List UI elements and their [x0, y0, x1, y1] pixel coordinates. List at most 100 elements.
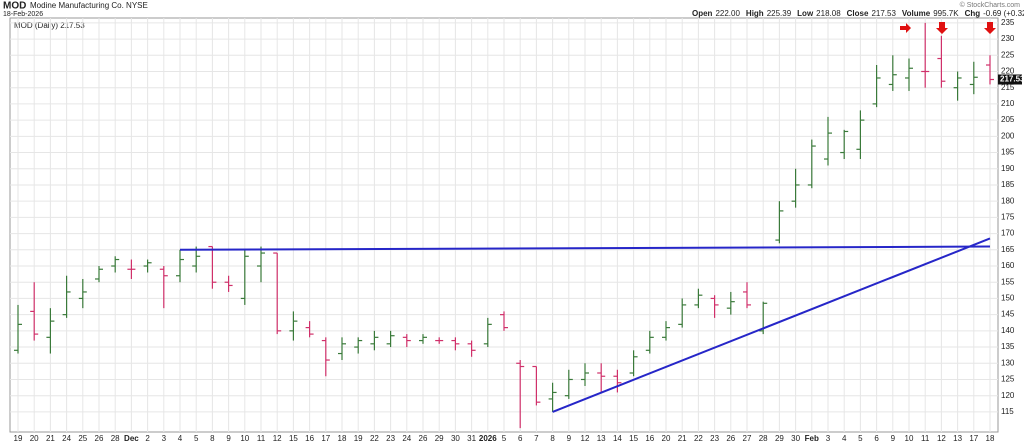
x-tick-label: 8: [210, 434, 215, 443]
y-tick-label: 200: [1001, 131, 1015, 140]
y-tick-label: 175: [1001, 212, 1015, 221]
y-tick-label: 170: [1001, 229, 1015, 238]
company-name: Modine Manufacturing Co. NYSE: [30, 1, 148, 10]
stat-label: Low: [797, 9, 814, 18]
y-tick-label: 160: [1001, 261, 1015, 270]
stat-value: 222.00: [715, 9, 740, 18]
x-tick-label: 17: [969, 434, 978, 443]
y-tick-label: 130: [1001, 358, 1015, 367]
y-tick-label: 210: [1001, 99, 1015, 108]
x-tick-label: 13: [953, 434, 962, 443]
arrow-annotation: [900, 23, 911, 33]
x-tick-label: 4: [178, 434, 183, 443]
x-tick-label: 6: [874, 434, 879, 443]
y-tick-label: 215: [1001, 83, 1015, 92]
symbol: MOD: [3, 1, 26, 12]
x-tick-label: 15: [629, 434, 638, 443]
x-tick-label: 19: [14, 434, 23, 443]
x-tick-label: 11: [257, 434, 266, 443]
x-tick-label: 26: [726, 434, 735, 443]
x-tick-label: 20: [30, 434, 39, 443]
stat-label: Chg: [965, 9, 981, 18]
x-tick-label: 10: [905, 434, 914, 443]
x-tick-label: 10: [240, 434, 249, 443]
y-tick-label: 225: [1001, 50, 1015, 59]
legend: MOD (Daily) 217.53: [14, 21, 85, 30]
last-price-label: 217.53: [1000, 75, 1024, 84]
y-tick-label: 220: [1001, 67, 1015, 76]
x-tick-label: 22: [694, 434, 703, 443]
x-tick-label: 2: [145, 434, 150, 443]
x-tick-label: 26: [419, 434, 428, 443]
x-tick-label: 29: [435, 434, 444, 443]
stat-value: 225.39: [767, 9, 792, 18]
y-tick-label: 195: [1001, 148, 1015, 157]
arrow-annotation: [936, 22, 948, 34]
x-tick-label: 13: [597, 434, 606, 443]
x-tick-label: 14: [613, 434, 622, 443]
x-tick-label: 29: [775, 434, 784, 443]
x-tick-label: 24: [402, 434, 411, 443]
y-tick-label: 190: [1001, 164, 1015, 173]
x-tick-label: 16: [645, 434, 654, 443]
x-tick-label: 6: [518, 434, 523, 443]
y-tick-label: 180: [1001, 196, 1015, 205]
y-tick-label: 140: [1001, 326, 1015, 335]
y-tick-label: 120: [1001, 391, 1015, 400]
y-tick-label: 145: [1001, 310, 1015, 319]
y-tick-label: 205: [1001, 115, 1015, 124]
trendline: [179, 245, 991, 251]
x-tick-label: 9: [891, 434, 896, 443]
x-tick-label: 8: [550, 434, 555, 443]
stats: Open 222.00 High 225.39 Low 218.08 Close 217.53…: [692, 9, 1024, 18]
x-tick-label: 5: [858, 434, 863, 443]
stat-value: -0.69 (+0.32%): [983, 9, 1024, 18]
watermark: © StockCharts.com: [960, 1, 1021, 9]
x-tick-label: 18: [338, 434, 347, 443]
x-tick-label: 19: [354, 434, 363, 443]
stat-label: Volume: [902, 9, 931, 18]
x-tick-label: 28: [111, 434, 120, 443]
arrow-annotation: [984, 22, 996, 34]
stat-value: 218.08: [816, 9, 841, 18]
x-tick-label: 2026: [479, 434, 497, 443]
y-tick-label: 230: [1001, 34, 1015, 43]
y-tick-label: 150: [1001, 294, 1015, 303]
x-tick-label: 21: [46, 434, 55, 443]
x-tick-label: 31: [467, 434, 476, 443]
x-tick-label: 5: [194, 434, 199, 443]
x-tick-label: 3: [162, 434, 167, 443]
stat-value: 217.53: [871, 9, 896, 18]
x-tick-label: 18: [986, 434, 995, 443]
x-tick-label: 30: [451, 434, 460, 443]
stat-label: High: [746, 9, 764, 18]
x-tick-label: 3: [826, 434, 831, 443]
x-tick-label: 5: [502, 434, 507, 443]
x-tick-label: 9: [226, 434, 231, 443]
trendline: [552, 237, 991, 413]
x-tick-label: 7: [534, 434, 539, 443]
y-tick-label: 115: [1001, 407, 1014, 416]
x-tick-label: 27: [743, 434, 752, 443]
x-tick-label: 24: [62, 434, 71, 443]
y-tick-label: 185: [1001, 180, 1015, 189]
x-tick-label: 4: [842, 434, 847, 443]
x-tick-label: 21: [678, 434, 687, 443]
x-tick-label: 12: [273, 434, 282, 443]
stat-label: Close: [847, 9, 869, 18]
x-tick-label: Feb: [805, 434, 819, 443]
stat-value: 995.7K: [933, 9, 959, 18]
y-tick-label: 155: [1001, 277, 1015, 286]
y-tick-label: 135: [1001, 342, 1015, 351]
x-tick-label: 16: [305, 434, 314, 443]
x-tick-label: 12: [581, 434, 590, 443]
y-tick-label: 235: [1001, 18, 1015, 27]
x-tick-label: 15: [289, 434, 298, 443]
x-tick-label: 28: [759, 434, 768, 443]
x-tick-label: 23: [710, 434, 719, 443]
x-tick-label: 9: [567, 434, 572, 443]
y-tick-label: 165: [1001, 245, 1015, 254]
date: 18-Feb-2026: [3, 11, 43, 18]
